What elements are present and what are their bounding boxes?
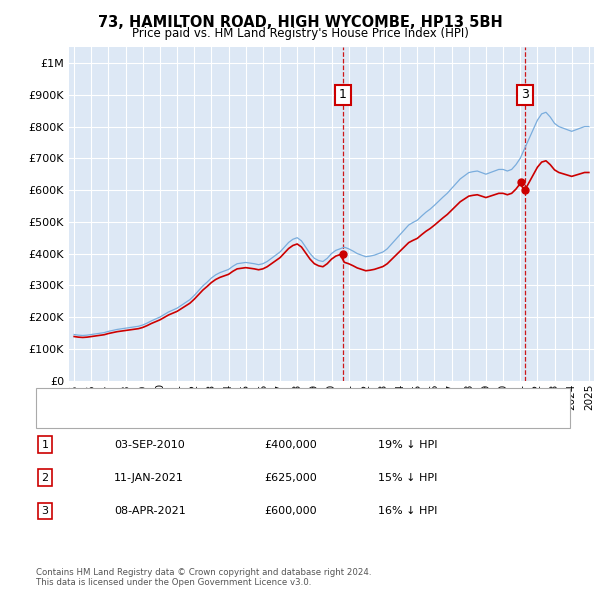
Text: 16% ↓ HPI: 16% ↓ HPI <box>378 506 437 516</box>
Text: 19% ↓ HPI: 19% ↓ HPI <box>378 440 437 450</box>
Text: £625,000: £625,000 <box>264 473 317 483</box>
Text: £400,000: £400,000 <box>264 440 317 450</box>
Text: 2: 2 <box>41 473 49 483</box>
Text: HPI: Average price, detached house, Buckinghamshire: HPI: Average price, detached house, Buck… <box>87 411 371 421</box>
Text: 1: 1 <box>339 88 347 101</box>
Text: 1: 1 <box>41 440 49 450</box>
Text: 11-JAN-2021: 11-JAN-2021 <box>114 473 184 483</box>
Text: 73, HAMILTON ROAD, HIGH WYCOMBE, HP13 5BH (detached house): 73, HAMILTON ROAD, HIGH WYCOMBE, HP13 5B… <box>87 393 438 403</box>
Point <box>516 178 526 187</box>
Text: 08-APR-2021: 08-APR-2021 <box>114 506 186 516</box>
Text: 15% ↓ HPI: 15% ↓ HPI <box>378 473 437 483</box>
Text: Price paid vs. HM Land Registry's House Price Index (HPI): Price paid vs. HM Land Registry's House … <box>131 27 469 40</box>
Text: 3: 3 <box>41 506 49 516</box>
Text: £600,000: £600,000 <box>264 506 317 516</box>
Point <box>520 185 530 195</box>
Text: 3: 3 <box>521 88 529 101</box>
Text: 73, HAMILTON ROAD, HIGH WYCOMBE, HP13 5BH: 73, HAMILTON ROAD, HIGH WYCOMBE, HP13 5B… <box>98 15 502 30</box>
Text: 03-SEP-2010: 03-SEP-2010 <box>114 440 185 450</box>
Text: Contains HM Land Registry data © Crown copyright and database right 2024.
This d: Contains HM Land Registry data © Crown c… <box>36 568 371 587</box>
Point <box>338 249 348 258</box>
